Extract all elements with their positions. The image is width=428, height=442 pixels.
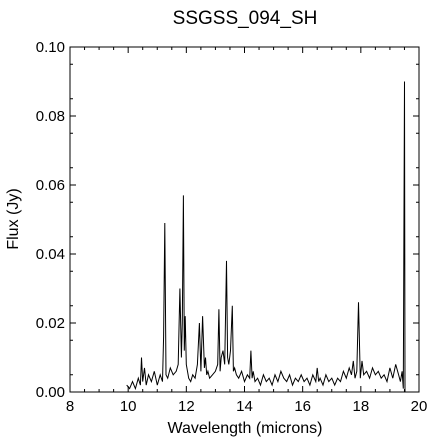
x-axis-label: Wavelength (microns) xyxy=(167,420,322,437)
x-tick-label: 14 xyxy=(236,398,253,415)
chart-title: SSGSS_094_SH xyxy=(173,8,318,29)
y-tick-label: 0.06 xyxy=(36,177,65,194)
y-axis-label: Flux (Jy) xyxy=(5,188,22,249)
x-tick-label: 16 xyxy=(294,398,311,415)
series-group xyxy=(126,81,406,393)
x-tick-label: 10 xyxy=(120,398,137,415)
axis-ticks: 8 10 12 14 16 18 20 0.00 0.02 0.04 0.06 0.08 0.10 xyxy=(36,39,428,415)
x-tick-label: 8 xyxy=(66,398,74,415)
y-tick-label: 0.10 xyxy=(36,39,65,56)
x-tick-label: 20 xyxy=(411,398,428,415)
y-tick-label: 0.08 xyxy=(36,108,65,125)
x-tick-label: 12 xyxy=(178,398,195,415)
y-tick-label: 0.02 xyxy=(36,315,65,332)
spectrum-series-line xyxy=(126,81,406,393)
x-tick-label: 18 xyxy=(352,398,369,415)
y-tick-label: 0.00 xyxy=(36,384,65,401)
plot-frame xyxy=(69,46,420,393)
y-tick-label: 0.04 xyxy=(36,246,65,263)
